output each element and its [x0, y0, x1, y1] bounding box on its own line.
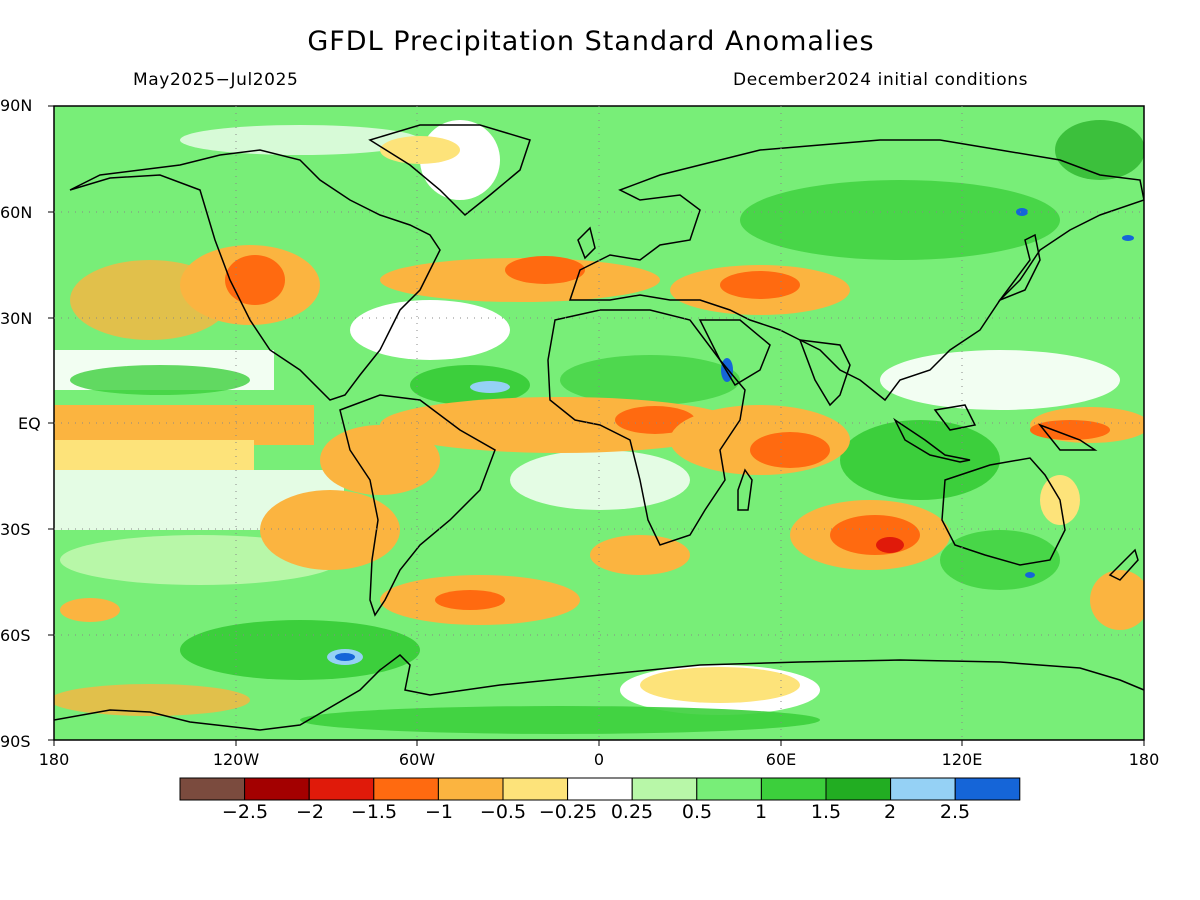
map-title: GFDL Precipitation Standard Anomalies: [307, 26, 875, 57]
colorbar-swatch: [179, 777, 246, 801]
graticule: [54, 106, 1144, 740]
lat-label-eq: EQ: [18, 414, 41, 433]
colorbar: [179, 777, 1021, 801]
lon-label-120e: 120E: [941, 750, 983, 769]
colorbar-label: −0.25: [538, 801, 598, 823]
colorbar-label: −1: [424, 801, 453, 823]
colorbar-swatch: [696, 777, 762, 801]
colorbar-swatch: [825, 777, 892, 801]
colorbar-swatch: [373, 777, 439, 801]
colorbar-label: −2.5: [221, 801, 269, 823]
lon-label-60e: 60E: [765, 750, 797, 769]
lat-label-90n: 90N: [0, 96, 33, 115]
colorbar-label: 1.5: [810, 801, 842, 823]
colorbar-label: 1: [754, 801, 768, 823]
colorbar-label: 2.5: [939, 801, 971, 823]
colorbar-label: 2: [883, 801, 897, 823]
lat-label-60n: 60N: [0, 203, 33, 222]
colorbar-swatch: [308, 777, 375, 801]
lat-label-30s: 30S: [0, 520, 31, 539]
lon-label-180w: 180: [38, 750, 70, 769]
forecast-period: May2025−Jul2025: [133, 70, 299, 90]
lat-label-90s: 90S: [0, 732, 31, 751]
lon-label-60w: 60W: [398, 750, 436, 769]
colorbar-swatch: [954, 777, 1021, 801]
colorbar-swatch: [437, 777, 504, 801]
colorbar-swatch: [890, 777, 956, 801]
dry-regions: [54, 136, 1144, 716]
colorbar-swatch: [567, 777, 633, 801]
lon-label-0: 0: [593, 750, 605, 769]
axis-ticks: [48, 105, 1145, 746]
colorbar-swatch: [244, 777, 310, 801]
coastlines: [54, 124, 1144, 731]
colorbar-label: −2: [295, 801, 324, 823]
colorbar-label: −0.5: [479, 801, 527, 823]
colorbar-swatch: [631, 777, 698, 801]
lon-label-180e: 180: [1128, 750, 1160, 769]
lon-label-120w: 120W: [212, 750, 260, 769]
colorbar-label: 0.5: [681, 801, 713, 823]
colorbar-swatch: [502, 777, 569, 801]
colorbar-swatch: [760, 777, 827, 801]
colorbar-label: −1.5: [350, 801, 398, 823]
lat-label-30n: 30N: [0, 309, 33, 328]
lat-label-60s: 60S: [0, 626, 31, 645]
colorbar-label: 0.25: [610, 801, 654, 823]
initial-conditions: December2024 initial conditions: [733, 70, 1029, 90]
